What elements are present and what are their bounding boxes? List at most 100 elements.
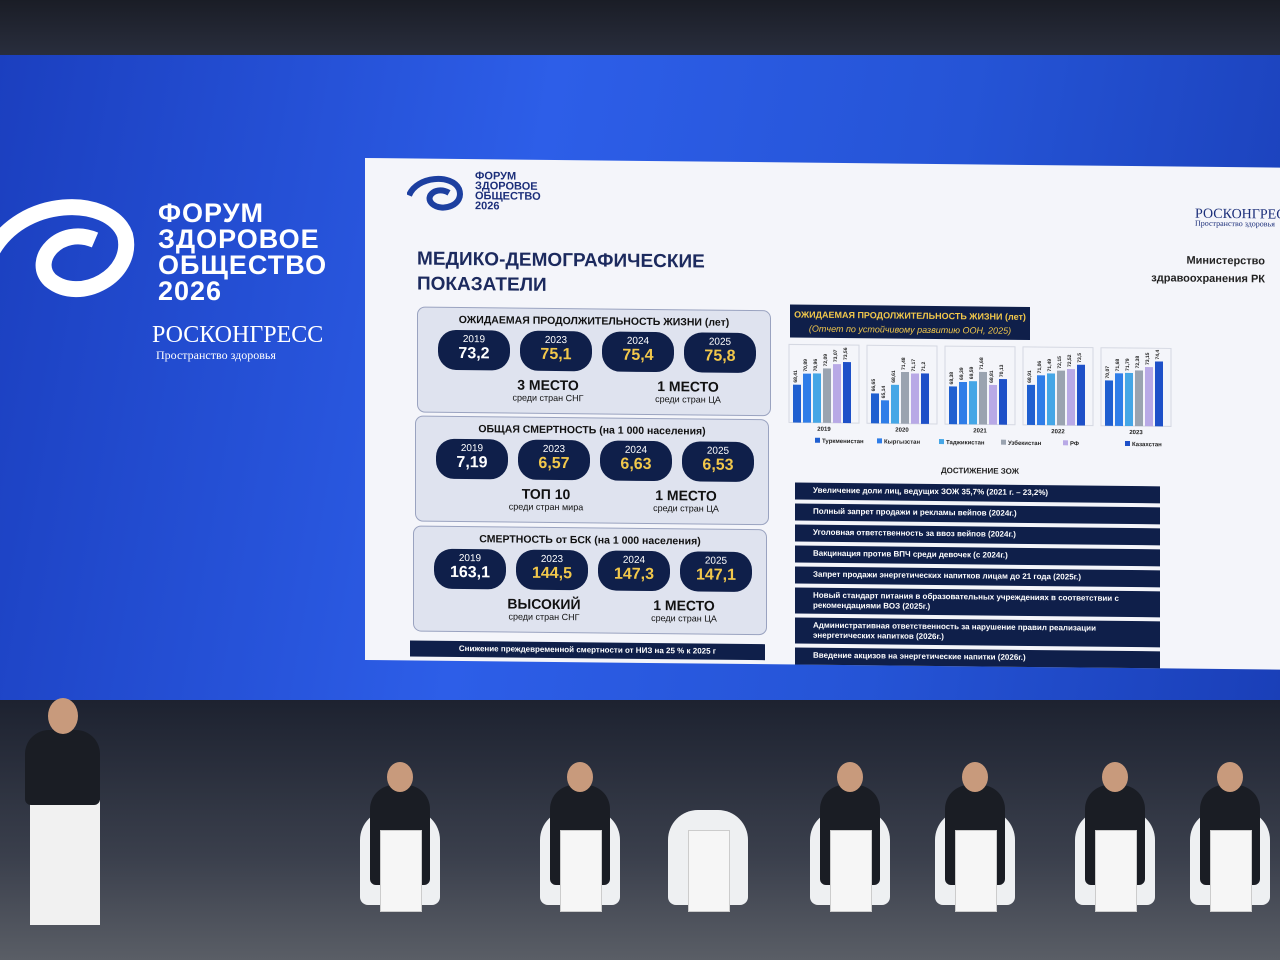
stat-year: 2025 bbox=[704, 555, 728, 567]
achievement-item: Запрет продажи энергетических напитков л… bbox=[795, 566, 1160, 588]
bar bbox=[843, 361, 851, 424]
stat-pill: 2023 75,1 bbox=[520, 330, 592, 372]
stat-pill: 2025 75,8 bbox=[684, 332, 756, 374]
text-line: МЕДИКО-ДЕМОГРАФИЧЕСКИЕ bbox=[417, 248, 705, 273]
legend-label: Узбекистан bbox=[1008, 440, 1042, 447]
achievement-item: Административная ответственность за нару… bbox=[795, 617, 1160, 648]
speaker bbox=[25, 730, 100, 805]
bar bbox=[969, 381, 977, 425]
forum-logo bbox=[0, 199, 135, 298]
stat-pill: 2024 147,3 bbox=[598, 550, 670, 592]
head bbox=[387, 762, 413, 792]
legend-swatch bbox=[815, 437, 820, 443]
banner-sponsor: РОСКОНГРЕСС bbox=[152, 322, 324, 348]
bar bbox=[803, 373, 811, 423]
banner-sponsor-sub: Пространство здоровья bbox=[156, 348, 276, 362]
stat-value: 163,1 bbox=[449, 563, 491, 582]
bar bbox=[881, 400, 889, 424]
bar bbox=[1067, 369, 1075, 426]
slide-sponsor-sub: Пространство здоровья bbox=[1195, 218, 1275, 229]
chart: 2019 2020 2021 2022 2023 68,41 66,65 68,38 68,91… bbox=[788, 343, 1172, 448]
bar bbox=[1047, 373, 1055, 426]
bar bbox=[813, 373, 821, 423]
text-line: 2026 bbox=[158, 276, 223, 306]
name-plate bbox=[380, 830, 422, 912]
bar bbox=[1135, 370, 1143, 427]
rank-text: ВЫСОКИЙ bbox=[507, 595, 581, 613]
text-line: здравоохранения РК bbox=[1151, 272, 1265, 286]
stat-value: 75,1 bbox=[540, 345, 572, 364]
stat-value: 73,2 bbox=[458, 344, 490, 363]
stat-value: 6,57 bbox=[538, 454, 570, 473]
bar bbox=[823, 368, 831, 423]
text-line: ЗДОРОВОЕ bbox=[158, 224, 320, 254]
stat-value: 75,4 bbox=[622, 346, 654, 365]
stat-value: 75,8 bbox=[704, 347, 736, 365]
bar bbox=[999, 379, 1007, 425]
podium bbox=[30, 800, 100, 925]
rank-note: среди стран СНГ bbox=[512, 392, 584, 404]
text-line: ОБЩЕСТВО bbox=[158, 250, 328, 280]
value-label: 70,96 bbox=[813, 359, 819, 372]
stat-panel: ОЖИДАЕМАЯ ПРОДОЛЖИТЕЛЬНОСТЬ ЖИЗНИ (лет) 2… bbox=[417, 306, 771, 417]
chart-title: ОЖИДАЕМАЯ ПРОДОЛЖИТЕЛЬНОСТЬ ЖИЗНИ (лет) bbox=[794, 309, 1026, 322]
value-label: 73,07 bbox=[833, 349, 839, 362]
text-line: Министерство bbox=[1186, 254, 1265, 268]
slide: ФОРУМ ЗДОРОВОЕ ОБЩЕСТВО 2026 РОСКОНГРЕСС Пр… bbox=[365, 158, 1280, 670]
ceiling bbox=[0, 0, 1280, 60]
value-label: 71,17 bbox=[911, 359, 917, 372]
logo-swirl bbox=[407, 175, 463, 211]
value-label: 68,61 bbox=[891, 370, 897, 383]
legend-label: РФ bbox=[1070, 441, 1079, 447]
footer-note: Снижение преждевременной смертности от Н… bbox=[410, 640, 765, 661]
achievement-item: Увеличение доли лиц, ведущих ЗОЖ 35,7% (… bbox=[795, 482, 1160, 504]
bar bbox=[911, 373, 919, 424]
slide-logo-mark bbox=[407, 175, 463, 211]
rank-text: 3 МЕСТО bbox=[517, 376, 579, 394]
bar bbox=[793, 384, 801, 423]
legend-label: Таджикистан bbox=[946, 440, 985, 446]
rank: 3 МЕСТО среди стран СНГ bbox=[488, 376, 608, 404]
rank: ВЫСОКИЙ среди стран СНГ bbox=[484, 595, 604, 622]
rank: 1 МЕСТО среди стран ЦА bbox=[624, 597, 744, 624]
rank: ТОП 10 среди стран мира bbox=[486, 485, 606, 513]
stat-year: 2019 bbox=[460, 443, 484, 455]
rank-note: среди стран ЦА bbox=[653, 503, 719, 514]
bar bbox=[989, 384, 997, 425]
stat-year: 2019 bbox=[462, 334, 486, 346]
stat-year: 2025 bbox=[706, 445, 730, 457]
rank-note: среди стран СНГ bbox=[508, 611, 580, 623]
bar bbox=[833, 364, 841, 423]
bar bbox=[1077, 364, 1085, 426]
name-plate bbox=[560, 830, 602, 912]
stat-pill: 2023 144,5 bbox=[516, 549, 588, 591]
value-label: 71,68 bbox=[979, 357, 985, 370]
stat-pill: 2019 163,1 bbox=[434, 548, 506, 590]
chart-subtitle: (Отчет по устойчивому развитию ООН, 2025… bbox=[808, 323, 1012, 336]
stat-pill: 2025 147,1 bbox=[680, 551, 752, 593]
legend-swatch bbox=[1125, 440, 1130, 447]
value-label: 71,68 bbox=[1115, 359, 1121, 372]
legend-swatch bbox=[877, 438, 882, 444]
bar bbox=[871, 393, 879, 424]
stat-year: 2023 bbox=[542, 443, 566, 456]
achievements-title: ДОСТИЖЕНИЕ ЗОЖ bbox=[940, 466, 1020, 476]
value-label: 72,52 bbox=[1067, 354, 1073, 367]
value-label: 68,38 bbox=[949, 372, 955, 385]
ministry: Министерство здравоохранения РК bbox=[1125, 251, 1265, 288]
value-label: 66,65 bbox=[871, 379, 877, 392]
value-label: 65,14 bbox=[881, 386, 887, 399]
category-label: 2019 bbox=[817, 427, 831, 433]
achievement-item: Полный запрет продажи и рекламы вейпов (… bbox=[795, 503, 1160, 525]
bar bbox=[1105, 380, 1113, 426]
rank: 1 МЕСТО среди стран ЦА bbox=[626, 487, 746, 514]
stat-pill: 2025 6,53 bbox=[682, 441, 754, 483]
stat-year: 2024 bbox=[624, 444, 648, 456]
value-label: 74,4 bbox=[1155, 350, 1161, 360]
rank-text: ТОП 10 bbox=[521, 485, 571, 503]
rank-note: среди стран мира bbox=[508, 501, 584, 513]
stat-pill: 2019 73,2 bbox=[438, 329, 510, 371]
stat-year: 2025 bbox=[708, 336, 732, 348]
name-plate bbox=[688, 830, 730, 912]
value-label: 71,48 bbox=[901, 357, 907, 370]
